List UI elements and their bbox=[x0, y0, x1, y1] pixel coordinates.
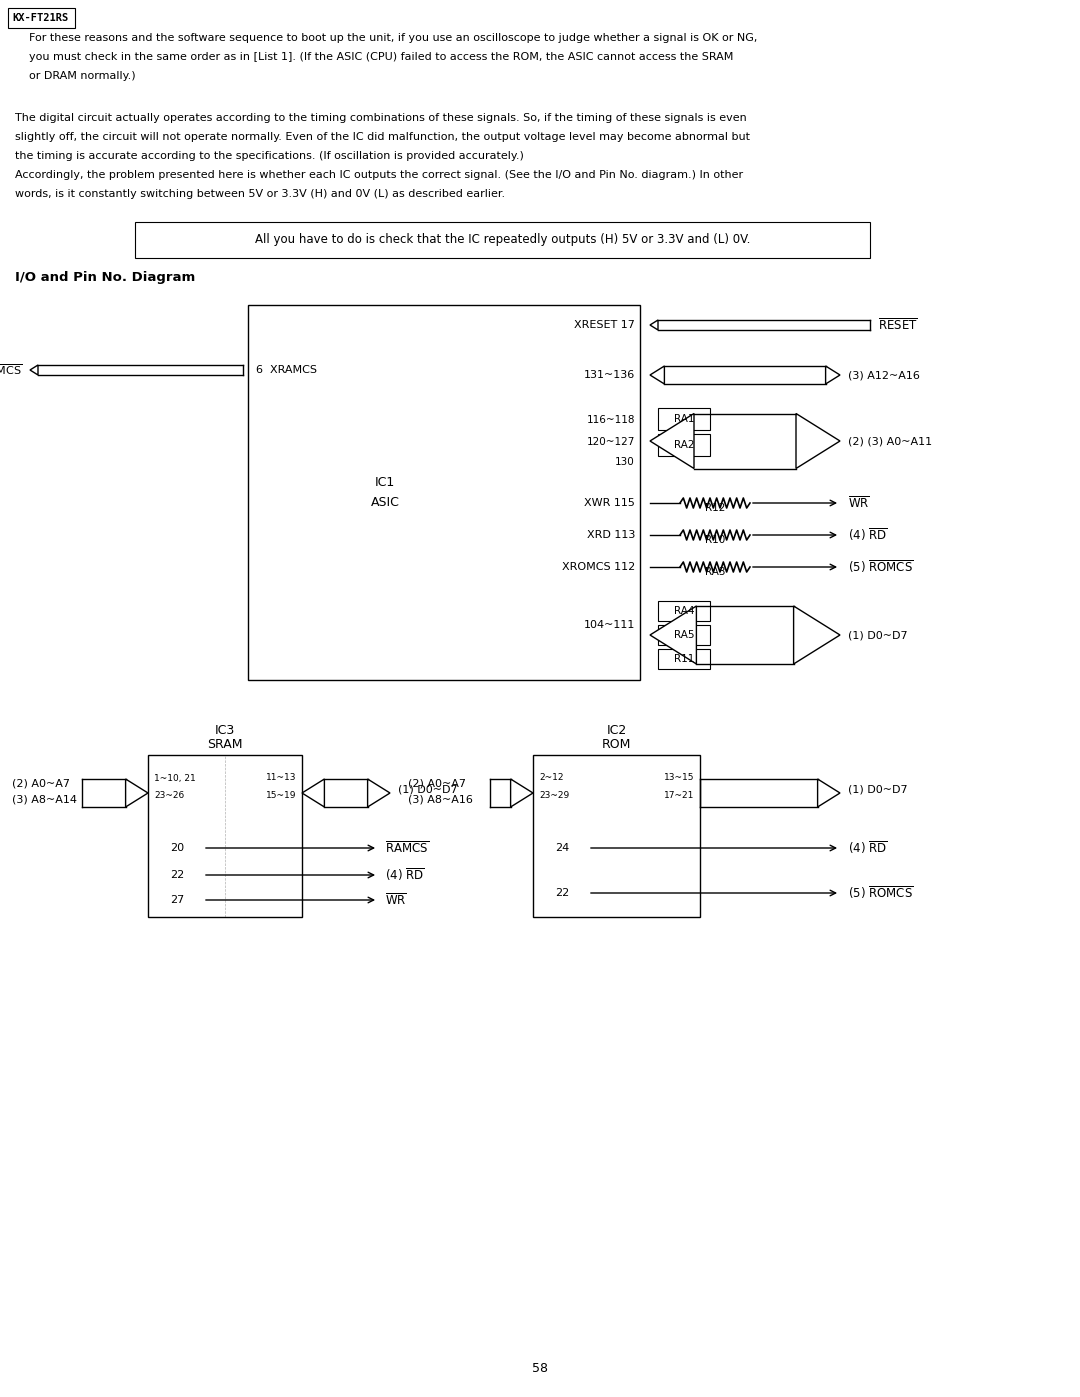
Polygon shape bbox=[302, 780, 324, 807]
Text: All you have to do is check that the IC repeatedly outputs (H) 5V or 3.3V and (L: All you have to do is check that the IC … bbox=[255, 233, 751, 246]
Text: 2~12: 2~12 bbox=[539, 774, 564, 782]
Text: For these reasons and the software sequence to boot up the unit, if you use an o: For these reasons and the software seque… bbox=[15, 34, 757, 43]
Text: (4) $\overline{\rm RD}$: (4) $\overline{\rm RD}$ bbox=[384, 866, 424, 883]
Text: 104~111: 104~111 bbox=[583, 620, 635, 630]
Text: or DRAM normally.): or DRAM normally.) bbox=[15, 71, 136, 81]
Text: 116~118: 116~118 bbox=[586, 415, 635, 425]
Text: 17~21: 17~21 bbox=[663, 792, 694, 800]
Text: 22: 22 bbox=[170, 870, 185, 880]
Text: 23~26: 23~26 bbox=[154, 792, 185, 800]
Text: 23~29: 23~29 bbox=[539, 792, 569, 800]
Bar bbox=[8, 8, 75, 28]
Text: 131~136: 131~136 bbox=[584, 370, 635, 380]
Text: you must check in the same order as in [List 1]. (If the ASIC (CPU) failed to ac: you must check in the same order as in [… bbox=[15, 52, 733, 61]
Polygon shape bbox=[511, 780, 534, 807]
Text: KX-FT21RS: KX-FT21RS bbox=[12, 13, 68, 22]
Text: (2) (3) A0~A11: (2) (3) A0~A11 bbox=[848, 436, 932, 446]
Text: words, is it constantly switching between 5V or 3.3V (H) and 0V (L) as described: words, is it constantly switching betwee… bbox=[15, 189, 505, 198]
Text: XRESET 17: XRESET 17 bbox=[575, 320, 635, 330]
Bar bbox=[658, 624, 710, 645]
Text: 24: 24 bbox=[555, 842, 569, 854]
Text: 13~15: 13~15 bbox=[663, 774, 694, 782]
Text: 27: 27 bbox=[170, 895, 185, 905]
Polygon shape bbox=[650, 320, 658, 330]
Text: (1) D0~D7: (1) D0~D7 bbox=[399, 785, 458, 795]
Text: RA1: RA1 bbox=[674, 414, 694, 425]
Text: XWR 115: XWR 115 bbox=[584, 497, 635, 509]
Bar bbox=[658, 601, 710, 622]
Text: (4) $\overline{\rm RD}$: (4) $\overline{\rm RD}$ bbox=[848, 840, 888, 856]
Polygon shape bbox=[650, 414, 694, 468]
Text: slightly off, the circuit will not operate normally. Even of the IC did malfunct: slightly off, the circuit will not opera… bbox=[15, 131, 750, 142]
Text: (5) $\overline{\rm ROMCS}$: (5) $\overline{\rm ROMCS}$ bbox=[848, 559, 914, 576]
Text: R11: R11 bbox=[674, 654, 694, 664]
Text: (3) A12~A16: (3) A12~A16 bbox=[848, 370, 920, 380]
Text: (5) $\overline{\rm ROMCS}$: (5) $\overline{\rm ROMCS}$ bbox=[848, 884, 914, 901]
Text: The digital circuit actually operates according to the timing combinations of th: The digital circuit actually operates ac… bbox=[15, 113, 746, 123]
Text: $\overline{\rm WR}$: $\overline{\rm WR}$ bbox=[848, 495, 869, 511]
Text: (1) D0~D7: (1) D0~D7 bbox=[848, 785, 907, 795]
Polygon shape bbox=[825, 366, 840, 384]
Text: (2) A0~A7: (2) A0~A7 bbox=[12, 778, 70, 788]
Text: R10: R10 bbox=[705, 535, 725, 545]
Text: (3) $\overline{\rm RAMCS}$: (3) $\overline{\rm RAMCS}$ bbox=[0, 362, 22, 377]
Text: $\overline{\rm RAMCS}$: $\overline{\rm RAMCS}$ bbox=[384, 840, 429, 856]
Text: 1~10, 21: 1~10, 21 bbox=[154, 774, 195, 782]
Polygon shape bbox=[367, 780, 390, 807]
Bar bbox=[534, 754, 700, 916]
Text: IC2: IC2 bbox=[606, 724, 626, 736]
Text: XRD 113: XRD 113 bbox=[586, 529, 635, 541]
Polygon shape bbox=[125, 780, 148, 807]
Bar bbox=[248, 305, 640, 680]
Text: 120~127: 120~127 bbox=[586, 437, 635, 447]
Text: 58: 58 bbox=[532, 1362, 548, 1375]
Text: (1) D0~D7: (1) D0~D7 bbox=[848, 630, 907, 640]
Text: $\overline{\rm RESET}$: $\overline{\rm RESET}$ bbox=[878, 317, 918, 332]
Text: 15~19: 15~19 bbox=[266, 792, 296, 800]
Bar bbox=[658, 650, 710, 669]
Text: RA2: RA2 bbox=[674, 440, 694, 450]
Polygon shape bbox=[794, 606, 840, 664]
Text: 6  XRAMCS: 6 XRAMCS bbox=[256, 365, 318, 374]
Bar bbox=[658, 434, 710, 455]
Bar bbox=[148, 754, 302, 916]
Text: 22: 22 bbox=[555, 888, 569, 898]
Text: (3) A8~A14: (3) A8~A14 bbox=[12, 795, 77, 805]
Text: XROMCS 112: XROMCS 112 bbox=[562, 562, 635, 571]
Text: RA5: RA5 bbox=[674, 630, 694, 640]
Text: the timing is accurate according to the specifications. (If oscillation is provi: the timing is accurate according to the … bbox=[15, 151, 524, 161]
Text: RA4: RA4 bbox=[674, 606, 694, 616]
Polygon shape bbox=[30, 365, 38, 374]
Text: RA3: RA3 bbox=[705, 567, 726, 577]
Text: 11~13: 11~13 bbox=[266, 774, 296, 782]
Text: 130: 130 bbox=[616, 457, 635, 467]
Text: (2) A0~A7: (2) A0~A7 bbox=[408, 778, 465, 788]
Bar bbox=[135, 222, 870, 258]
Text: I/O and Pin No. Diagram: I/O and Pin No. Diagram bbox=[15, 271, 195, 285]
Polygon shape bbox=[650, 366, 664, 384]
Text: R12: R12 bbox=[705, 503, 725, 513]
Text: Accordingly, the problem presented here is whether each IC outputs the correct s: Accordingly, the problem presented here … bbox=[15, 170, 743, 180]
Text: IC3: IC3 bbox=[215, 724, 235, 736]
Text: $\overline{\rm WR}$: $\overline{\rm WR}$ bbox=[384, 893, 407, 908]
Text: (4) $\overline{\rm RD}$: (4) $\overline{\rm RD}$ bbox=[848, 527, 888, 543]
Text: ROM: ROM bbox=[602, 739, 631, 752]
Text: 20: 20 bbox=[170, 842, 184, 854]
Text: (3) A8~A16: (3) A8~A16 bbox=[408, 795, 473, 805]
Text: IC1
ASIC: IC1 ASIC bbox=[370, 476, 400, 509]
Polygon shape bbox=[818, 780, 840, 807]
Bar bbox=[658, 408, 710, 430]
Polygon shape bbox=[650, 606, 697, 664]
Text: SRAM: SRAM bbox=[207, 739, 243, 752]
Polygon shape bbox=[796, 414, 840, 468]
